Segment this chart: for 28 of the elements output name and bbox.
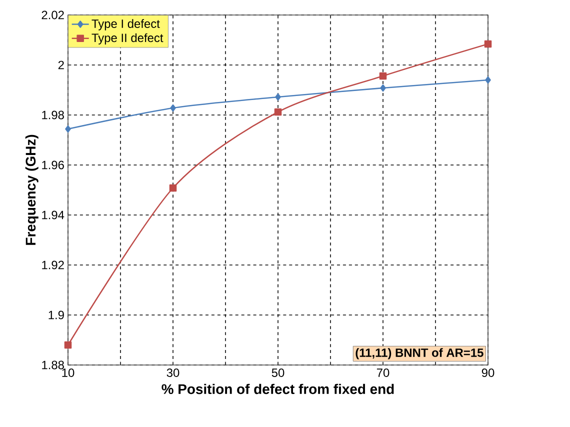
point bbox=[64, 341, 72, 349]
point bbox=[380, 84, 386, 92]
point bbox=[379, 72, 387, 80]
y-tick-label: 1.94 bbox=[42, 210, 64, 220]
annotation: (11,11) BNNT of AR=15 bbox=[356, 348, 484, 360]
y-tick-label: 1.88 bbox=[42, 360, 64, 370]
legend-label: Type II defect bbox=[92, 33, 164, 44]
x-tick-label: 30 bbox=[166, 368, 180, 377]
point bbox=[485, 76, 491, 84]
x-tick-label: 50 bbox=[272, 368, 284, 377]
y-tick-label: 1.92 bbox=[42, 260, 64, 270]
point bbox=[275, 93, 281, 101]
y-axis-title: Frequency (GHz) bbox=[25, 134, 38, 245]
legend-label: Type I defect bbox=[92, 19, 160, 30]
x-tick-label: 10 bbox=[62, 368, 74, 377]
point bbox=[65, 125, 71, 133]
y-tick-label: 1.9 bbox=[48, 310, 64, 320]
x-axis-title: % Position of defect from fixed end bbox=[162, 384, 394, 394]
x-tick-label: 70 bbox=[376, 368, 390, 377]
point bbox=[274, 108, 282, 116]
y-tick-label: 2.02 bbox=[42, 10, 64, 20]
point bbox=[484, 40, 492, 48]
point bbox=[169, 184, 177, 192]
y-tick-label: 2 bbox=[58, 60, 64, 70]
y-tick-label: 1.98 bbox=[42, 110, 64, 120]
y-tick-label: 1.96 bbox=[42, 160, 64, 170]
x-tick-label: 90 bbox=[482, 368, 494, 377]
point bbox=[170, 104, 176, 112]
